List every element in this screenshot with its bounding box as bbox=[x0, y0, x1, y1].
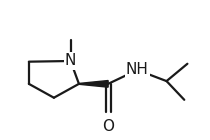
Text: NH: NH bbox=[126, 62, 149, 78]
Polygon shape bbox=[79, 80, 108, 87]
Text: N: N bbox=[65, 53, 76, 68]
Text: O: O bbox=[102, 119, 114, 134]
